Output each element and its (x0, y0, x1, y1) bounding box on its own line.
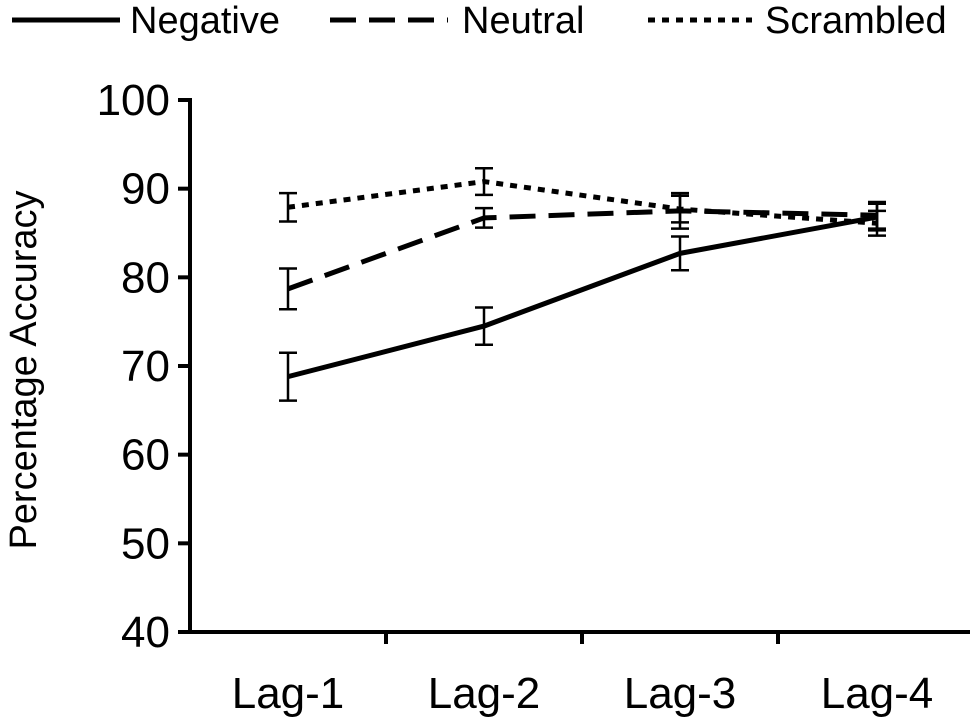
y-tick-label: 60 (121, 431, 170, 480)
error-bar (279, 351, 297, 402)
y-tick-label: 80 (121, 253, 170, 302)
y-tick-label: 50 (121, 519, 170, 568)
x-category-label: Lag-3 (624, 669, 737, 718)
error-bar (279, 267, 297, 311)
legend-item-scrambled: Scrambled (648, 0, 947, 42)
x-category-label: Lag-2 (428, 669, 541, 718)
y-tick-label: 90 (121, 165, 170, 214)
y-tick-label: 70 (121, 342, 170, 391)
y-axis-title: Percentage Accuracy (3, 190, 45, 549)
series-layer (279, 167, 886, 402)
error-bar (475, 167, 493, 197)
error-bar (475, 206, 493, 229)
series-line-neutral (287, 208, 878, 292)
error-bar (868, 209, 886, 237)
y-tick-label: 100 (97, 76, 170, 125)
y-tick-label: 40 (121, 608, 170, 657)
series-negative (279, 202, 886, 402)
error-bar (671, 235, 689, 272)
series-scrambled (279, 167, 886, 237)
legend-item-neutral: Neutral (330, 0, 585, 42)
error-bar (475, 306, 493, 346)
x-category-label: Lag-1 (232, 669, 345, 718)
legend: Negative Neutral Scrambled (12, 0, 947, 42)
series-line-negative (287, 214, 878, 380)
legend-label: Negative (130, 0, 280, 42)
legend-label: Scrambled (765, 0, 947, 42)
axes: 40 50 60 70 80 90 100 Lag-1 Lag-2 Lag-3 Lag-4 (97, 76, 970, 718)
legend-label: Neutral (462, 0, 585, 42)
error-bar (671, 194, 689, 224)
series-line-scrambled (287, 179, 878, 226)
legend-item-negative: Negative (12, 0, 280, 42)
x-category-label: Lag-4 (821, 669, 934, 718)
error-bar (279, 191, 297, 223)
